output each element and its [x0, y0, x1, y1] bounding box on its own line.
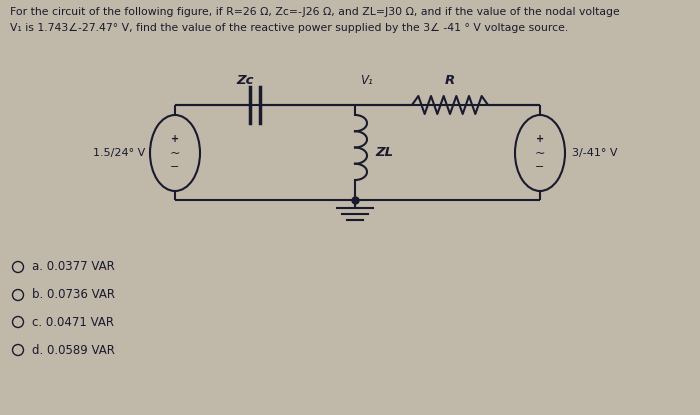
Text: 3/-41° V: 3/-41° V [572, 148, 617, 158]
Text: +: + [171, 134, 179, 144]
Text: c. 0.0471 VAR: c. 0.0471 VAR [32, 315, 114, 329]
Ellipse shape [150, 115, 200, 191]
Text: −: − [536, 162, 545, 172]
Text: 1.5/24° V: 1.5/24° V [92, 148, 145, 158]
Ellipse shape [515, 115, 565, 191]
Text: d. 0.0589 VAR: d. 0.0589 VAR [32, 344, 115, 356]
Text: ~: ~ [535, 146, 545, 159]
Text: ~: ~ [169, 146, 181, 159]
Text: +: + [536, 134, 544, 144]
Text: V₁ is 1.743∠-27.47° V, find the value of the reactive power supplied by the 3∠ -: V₁ is 1.743∠-27.47° V, find the value of… [10, 23, 568, 33]
Text: ZL: ZL [375, 146, 393, 159]
Text: a. 0.0377 VAR: a. 0.0377 VAR [32, 261, 115, 273]
Text: Zc: Zc [237, 74, 253, 87]
Text: b. 0.0736 VAR: b. 0.0736 VAR [32, 288, 115, 302]
Text: R: R [445, 74, 455, 87]
Text: For the circuit of the following figure, if R=26 Ω, Zc=-J26 Ω, and ZL=J30 Ω, and: For the circuit of the following figure,… [10, 7, 620, 17]
Text: −: − [170, 162, 180, 172]
Text: V₁: V₁ [360, 74, 372, 87]
